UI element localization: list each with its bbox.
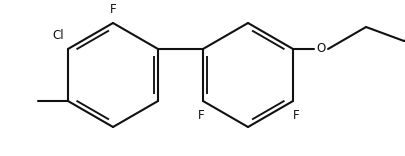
Text: Cl: Cl bbox=[52, 29, 64, 42]
Text: F: F bbox=[197, 109, 204, 122]
Text: F: F bbox=[109, 3, 116, 16]
Text: O: O bbox=[315, 42, 325, 56]
Text: F: F bbox=[292, 109, 298, 122]
